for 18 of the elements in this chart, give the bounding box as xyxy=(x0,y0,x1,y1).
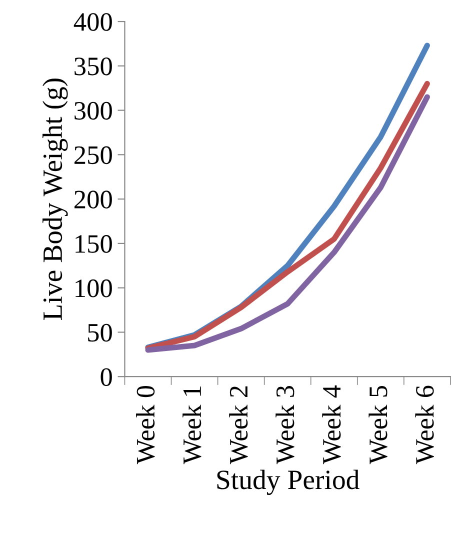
y-tick-label: 50 xyxy=(88,324,112,342)
x-tick-label: Week 0 xyxy=(136,386,155,464)
y-tick-label: 350 xyxy=(74,58,112,76)
x-tick-label: Week 6 xyxy=(415,386,434,464)
y-tick-label: 200 xyxy=(74,190,112,208)
y-tick-label: 400 xyxy=(74,13,112,31)
y-tick-label: 150 xyxy=(76,235,112,253)
y-tick-label: 100 xyxy=(76,279,112,298)
y-axis-title: Live Body Weight (g) xyxy=(42,78,68,320)
x-tick-label: Week 2 xyxy=(229,386,248,464)
x-tick-label: Week 4 xyxy=(322,385,341,464)
x-tick-label: Week 1 xyxy=(182,386,202,464)
y-tick-label: 250 xyxy=(74,146,112,164)
x-tick-label: Week 5 xyxy=(368,386,388,464)
y-tick-label: 0 xyxy=(100,368,112,386)
x-axis-title: Study Period xyxy=(217,470,360,495)
y-tick-label: 300 xyxy=(74,102,112,120)
x-tick-label: Week 3 xyxy=(276,386,294,464)
